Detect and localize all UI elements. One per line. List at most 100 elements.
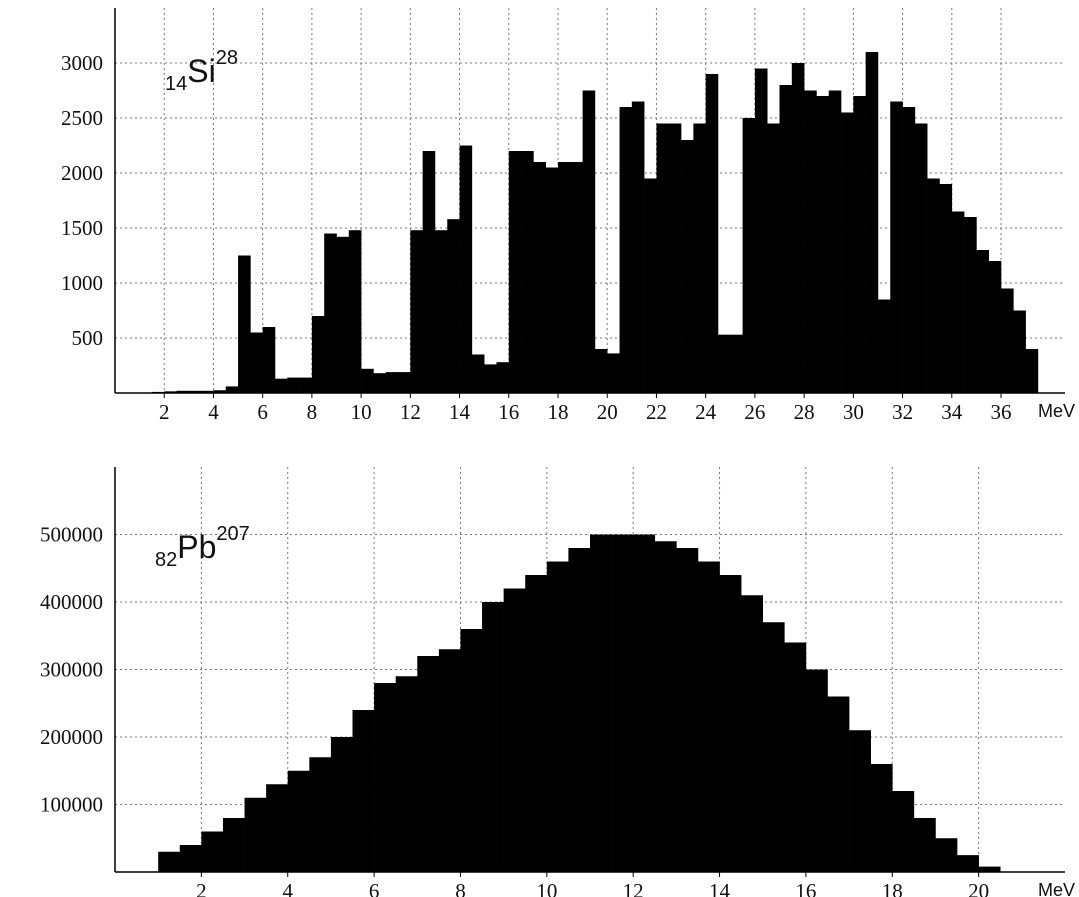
bar — [508, 151, 522, 393]
bar — [482, 602, 504, 872]
x-tick-label: 12 — [623, 879, 644, 897]
bar — [352, 710, 375, 872]
x-tick-label: 16 — [498, 400, 519, 424]
bar — [841, 112, 854, 393]
bar — [266, 784, 289, 872]
bar — [719, 575, 742, 872]
bar — [654, 541, 677, 872]
bar — [939, 184, 953, 393]
bar — [633, 534, 656, 872]
bar — [348, 230, 362, 393]
bar — [892, 791, 915, 872]
x-tick-label: 10 — [536, 879, 557, 897]
x-tick-label: 32 — [892, 400, 913, 424]
y-tick-label: 200000 — [40, 725, 103, 749]
bar — [730, 334, 743, 393]
x-tick-label: 16 — [795, 879, 816, 897]
bar — [164, 391, 177, 393]
bar — [913, 818, 936, 872]
x-tick-label: 20 — [597, 400, 618, 424]
bar — [570, 162, 583, 393]
y-tick-label: 1000 — [61, 271, 103, 295]
bar — [568, 548, 591, 872]
bar — [395, 676, 418, 872]
bar — [179, 845, 202, 872]
bar — [1001, 288, 1014, 393]
bar — [410, 230, 423, 393]
bar — [890, 101, 903, 393]
bar — [590, 534, 612, 872]
mass-number: 207 — [216, 523, 249, 545]
bar — [902, 107, 916, 393]
x-tick-label: 24 — [695, 400, 717, 424]
bar — [805, 669, 828, 872]
x-tick-label: 4 — [208, 400, 219, 424]
x-tick-label: 36 — [991, 400, 1012, 424]
x-tick-label: 18 — [548, 400, 569, 424]
bar — [503, 588, 526, 872]
bar — [546, 561, 569, 872]
x-tick-label: 12 — [400, 400, 421, 424]
bar — [225, 386, 239, 393]
bar — [927, 178, 940, 393]
bar — [558, 162, 571, 393]
bar — [791, 63, 805, 393]
x-tick-label: 14 — [709, 879, 731, 897]
bar — [582, 90, 596, 393]
element-symbol: Si — [187, 53, 215, 89]
bar — [607, 353, 620, 393]
y-tick-label: 100000 — [40, 793, 103, 817]
bar — [865, 52, 879, 393]
bar — [870, 764, 893, 872]
bar — [460, 629, 483, 872]
bar — [238, 255, 251, 393]
bar — [533, 162, 546, 393]
x-tick-label: 28 — [794, 400, 815, 424]
bar — [767, 123, 780, 393]
bar — [311, 316, 325, 393]
y-tick-label: 500 — [72, 326, 104, 350]
bar — [158, 851, 181, 872]
bar — [697, 561, 720, 872]
x-tick-label: 6 — [369, 879, 380, 897]
atomic-number: 14 — [165, 73, 187, 95]
bar — [222, 818, 245, 872]
y-tick-label: 3000 — [61, 51, 103, 75]
bar — [422, 151, 436, 393]
bar — [951, 211, 965, 393]
bar — [244, 797, 267, 872]
bar — [262, 327, 276, 393]
bar — [398, 372, 411, 393]
bar — [373, 373, 387, 393]
bar — [417, 656, 440, 872]
bar — [545, 167, 559, 393]
bar — [299, 377, 313, 393]
y-tick-label: 2000 — [61, 161, 103, 185]
bar — [330, 737, 353, 872]
bar — [935, 838, 958, 872]
x-tick-label: 26 — [744, 400, 765, 424]
bar — [988, 261, 1002, 393]
bar — [521, 151, 534, 393]
bar — [828, 90, 842, 393]
bar — [201, 831, 224, 872]
bar — [631, 101, 645, 393]
bar — [976, 250, 990, 393]
bar — [849, 730, 871, 872]
bar — [176, 390, 190, 393]
bar — [978, 866, 1001, 872]
bar — [742, 118, 756, 393]
bar — [717, 334, 731, 393]
bar — [619, 107, 633, 393]
bar — [309, 757, 332, 872]
x-tick-label: 2 — [196, 879, 207, 897]
bar — [877, 299, 891, 393]
x-tick-label: 2 — [159, 400, 170, 424]
x-tick-label: 30 — [843, 400, 864, 424]
element-symbol: Pb — [177, 529, 216, 565]
bar — [250, 332, 263, 393]
y-tick-label: 400000 — [40, 590, 103, 614]
bar — [668, 123, 682, 393]
bar — [1013, 310, 1026, 393]
